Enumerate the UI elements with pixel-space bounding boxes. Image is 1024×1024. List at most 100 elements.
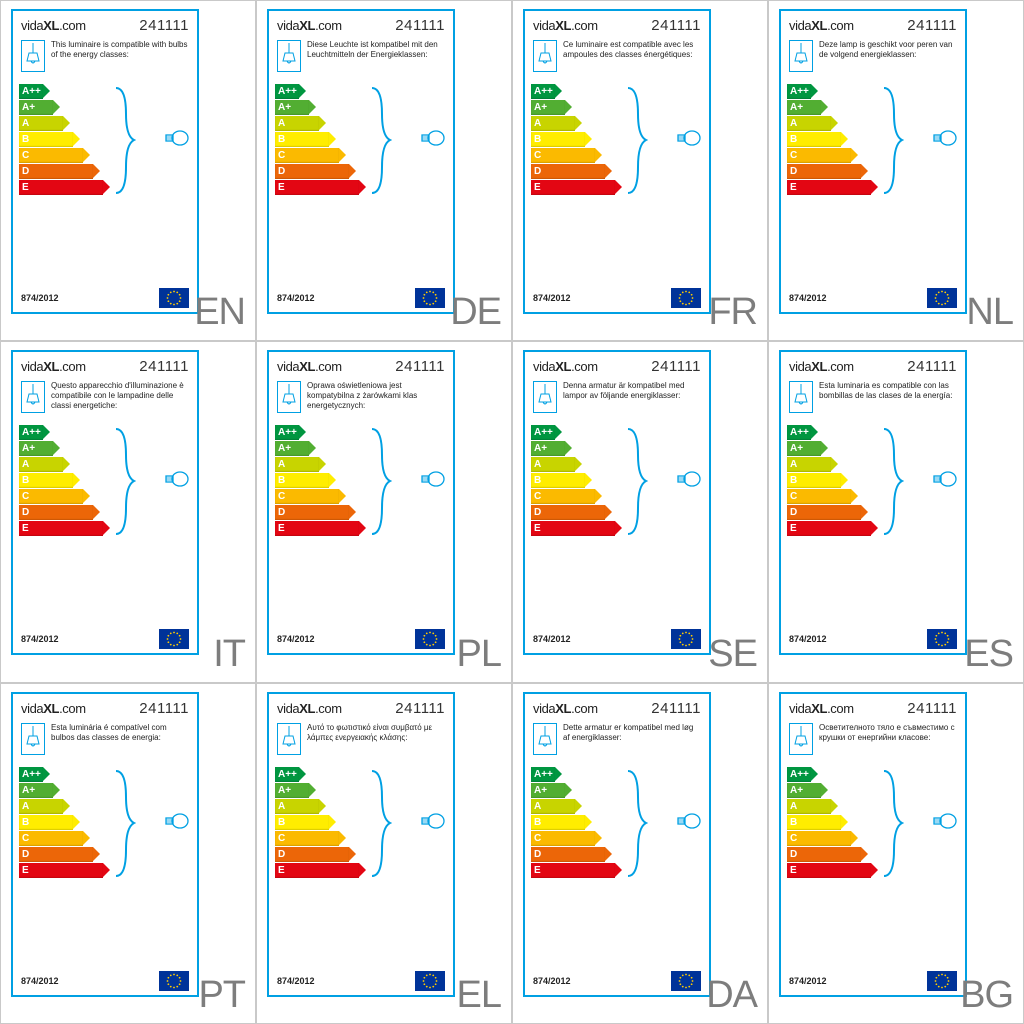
energy-class-label: A <box>278 459 285 470</box>
sku-text: 241111 <box>395 700 445 717</box>
label-cell: vidaXL.com 241111 Questo apparecchio d'i… <box>0 341 256 682</box>
sku-text: 241111 <box>395 358 445 375</box>
energy-class-label: B <box>278 134 285 145</box>
label-header: vidaXL.com 241111 <box>531 17 703 34</box>
energy-classes: A++ A+ A B C D <box>787 84 959 195</box>
brand-text: vidaXL.com <box>277 359 342 374</box>
energy-class-label: C <box>22 833 29 844</box>
regulation-text: 874/2012 <box>789 634 827 644</box>
lamp-icon-box <box>277 381 301 413</box>
brand-text: vidaXL.com <box>21 359 86 374</box>
energy-class-label: E <box>790 523 797 534</box>
energy-classes: A++ A+ A B C D <box>19 767 191 878</box>
energy-class-label: E <box>534 182 541 193</box>
language-code: IT <box>213 633 245 676</box>
label-cell: vidaXL.com 241111 This luminaire is comp… <box>0 0 256 341</box>
sku-text: 241111 <box>139 700 189 717</box>
energy-class-label: A++ <box>790 769 809 780</box>
bulb-icon <box>676 470 702 488</box>
energy-classes: A++ A+ A B C D <box>275 84 447 195</box>
bracket-area <box>882 84 958 197</box>
regulation-text: 874/2012 <box>533 293 571 303</box>
pendant-lamp-icon <box>281 726 297 752</box>
bracket-icon <box>882 425 904 538</box>
eu-flag-icon <box>671 629 701 649</box>
bracket-icon <box>882 84 904 197</box>
regulation-text: 874/2012 <box>533 634 571 644</box>
description-row: Questo apparecchio d'illuminazione è com… <box>19 381 191 413</box>
energy-label: vidaXL.com 241111 Ce luminaire est compa… <box>523 9 711 314</box>
sku-text: 241111 <box>907 358 957 375</box>
bracket-area <box>626 425 702 538</box>
description-text: Dette armatur er kompatibel med løg af e… <box>563 723 701 743</box>
description-row: Oprawa oświetleniowa jest kompatybilna z… <box>275 381 447 413</box>
energy-class-label: E <box>790 865 797 876</box>
bulb-icon <box>420 812 446 830</box>
energy-class-label: C <box>278 150 285 161</box>
bracket-area <box>626 767 702 880</box>
energy-class-label: E <box>22 182 29 193</box>
label-cell: vidaXL.com 241111 Осветителното тяло е с… <box>768 683 1024 1024</box>
energy-label: vidaXL.com 241111 Questo apparecchio d'i… <box>11 350 199 655</box>
pendant-lamp-icon <box>25 726 41 752</box>
energy-class-label: A+ <box>534 785 547 796</box>
lamp-icon-box <box>789 40 813 72</box>
language-code: EN <box>194 291 245 334</box>
label-header: vidaXL.com 241111 <box>275 17 447 34</box>
sku-text: 241111 <box>651 17 701 34</box>
label-footer: 874/2012 <box>531 288 703 308</box>
energy-classes: A++ A+ A B C D <box>787 767 959 878</box>
bracket-icon <box>626 425 648 538</box>
bracket-icon <box>370 425 392 538</box>
energy-class-label: D <box>278 849 285 860</box>
sku-text: 241111 <box>651 358 701 375</box>
energy-label: vidaXL.com 241111 Denna armatur är kompa… <box>523 350 711 655</box>
label-cell: vidaXL.com 241111 Αυτό το φωτιστικό είνα… <box>256 683 512 1024</box>
eu-flag-icon <box>927 971 957 991</box>
pendant-lamp-icon <box>793 43 809 69</box>
language-code: DA <box>706 974 757 1017</box>
energy-class-label: A++ <box>790 86 809 97</box>
regulation-text: 874/2012 <box>277 634 315 644</box>
energy-class-label: A+ <box>534 102 547 113</box>
label-cell: vidaXL.com 241111 Denna armatur är kompa… <box>512 341 768 682</box>
energy-class-label: C <box>22 150 29 161</box>
label-footer: 874/2012 <box>531 971 703 991</box>
eu-flag-icon <box>415 971 445 991</box>
label-footer: 874/2012 <box>787 971 959 991</box>
label-cell: vidaXL.com 241111 Ce luminaire est compa… <box>512 0 768 341</box>
energy-class-label: D <box>534 166 541 177</box>
energy-class-label: C <box>790 150 797 161</box>
energy-class-label: A <box>534 801 541 812</box>
energy-class-label: C <box>790 833 797 844</box>
energy-class-label: A+ <box>790 102 803 113</box>
eu-flag-icon <box>415 629 445 649</box>
bracket-icon <box>626 84 648 197</box>
bracket-area <box>882 767 958 880</box>
bracket-area <box>882 425 958 538</box>
energy-class-label: A <box>534 459 541 470</box>
energy-class-label: E <box>278 865 285 876</box>
regulation-text: 874/2012 <box>277 976 315 986</box>
energy-class-label: E <box>534 523 541 534</box>
language-code: NL <box>966 291 1013 334</box>
label-header: vidaXL.com 241111 <box>275 358 447 375</box>
brand-text: vidaXL.com <box>533 701 598 716</box>
energy-class-label: E <box>22 523 29 534</box>
sku-text: 241111 <box>395 17 445 34</box>
lamp-icon-box <box>533 381 557 413</box>
energy-class-label: A++ <box>22 86 41 97</box>
pendant-lamp-icon <box>281 384 297 410</box>
brand-text: vidaXL.com <box>277 18 342 33</box>
description-row: Deze lamp is geschikt voor peren van de … <box>787 40 959 72</box>
regulation-text: 874/2012 <box>789 293 827 303</box>
description-text: Ce luminaire est compatible avec les amp… <box>563 40 701 60</box>
description-row: Dette armatur er kompatibel med løg af e… <box>531 723 703 755</box>
energy-class-label: A+ <box>790 443 803 454</box>
lamp-icon-box <box>277 723 301 755</box>
bulb-icon <box>932 129 958 147</box>
energy-classes: A++ A+ A B C D <box>531 767 703 878</box>
sku-text: 241111 <box>907 17 957 34</box>
language-code: BG <box>960 974 1013 1017</box>
energy-class-label: A+ <box>790 785 803 796</box>
